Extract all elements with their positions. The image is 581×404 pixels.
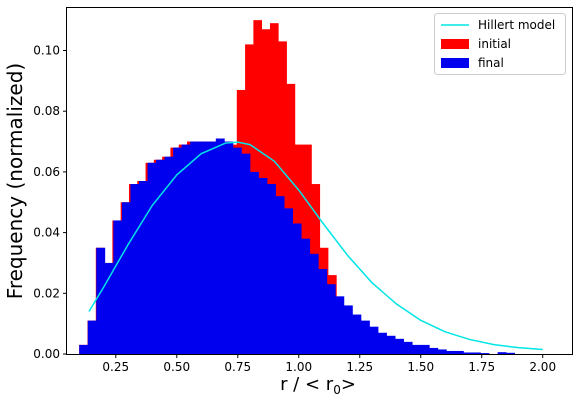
y-tick-label: 0.10	[33, 43, 60, 57]
final-bar	[292, 223, 302, 354]
final-bar	[198, 141, 208, 354]
final-bar	[352, 314, 362, 354]
final-bar	[395, 338, 405, 354]
x-tick-label: 1.25	[346, 360, 373, 374]
legend-label-initial: initial	[478, 37, 511, 51]
final-bar	[318, 269, 328, 354]
final-bar	[309, 253, 319, 354]
final-bar	[378, 332, 387, 354]
final-bar	[79, 344, 89, 354]
final-bar	[506, 352, 516, 354]
final-bar	[454, 350, 464, 354]
final-bar	[224, 141, 234, 354]
final-bar	[215, 138, 225, 354]
final-bar	[386, 335, 396, 354]
final-bar	[437, 349, 447, 354]
x-tick-label: 0.50	[163, 360, 190, 374]
y-tick-label: 0.00	[33, 347, 60, 361]
final-bar	[429, 347, 439, 354]
final-bar	[104, 262, 114, 354]
final-bar	[113, 220, 123, 354]
legend-label-hillert-model: Hillert model	[478, 18, 555, 32]
x-axis-label-end: >	[341, 374, 356, 395]
y-axis-label: Frequency (normalized)	[3, 63, 27, 299]
final-bar	[343, 305, 353, 354]
final-bar	[138, 181, 148, 354]
final-bar	[181, 144, 191, 354]
legend-swatch-final	[441, 58, 469, 68]
final-bar	[232, 147, 242, 354]
y-tick-label: 0.08	[33, 104, 60, 118]
x-axis-label: r / < r0>	[280, 374, 356, 397]
final-bar	[130, 184, 140, 354]
x-tick-label: 1.50	[407, 360, 434, 374]
final-bar	[267, 184, 276, 354]
final-bar	[471, 352, 481, 354]
final-bar	[147, 162, 157, 354]
final-bar	[335, 296, 345, 354]
legend-swatch-initial	[441, 39, 469, 49]
final-bar	[249, 171, 259, 354]
final-bar	[164, 156, 174, 354]
final-bar	[463, 352, 473, 354]
final-bar	[121, 202, 131, 354]
x-axis-label-sub: 0	[333, 383, 341, 397]
final-bar	[360, 320, 370, 354]
final-bar	[284, 208, 294, 354]
y-tick-label: 0.06	[33, 165, 60, 179]
final-bar	[446, 350, 456, 354]
final-bar	[369, 326, 379, 354]
y-tick-label: 0.02	[33, 286, 60, 300]
x-tick-label: 1.00	[285, 360, 312, 374]
final-bar	[412, 344, 422, 354]
y-tick-label: 0.04	[33, 226, 60, 240]
x-tick-label: 0.75	[224, 360, 251, 374]
final-bar	[258, 177, 268, 354]
final-bar	[173, 147, 183, 354]
final-bar	[190, 141, 200, 354]
final-bar	[87, 320, 97, 354]
final-bar	[497, 352, 507, 354]
final-bar	[326, 284, 336, 354]
legend: Hillert model initial final	[434, 13, 566, 75]
final-bar	[403, 341, 413, 354]
final-bar	[156, 159, 165, 354]
x-tick-label: 0.25	[102, 360, 129, 374]
final-bars	[79, 138, 516, 354]
legend-label-final: final	[478, 56, 504, 70]
final-bar	[420, 344, 430, 354]
final-bar	[96, 247, 106, 354]
final-bar	[207, 141, 217, 354]
x-tick-label: 1.75	[468, 360, 495, 374]
final-bar	[301, 238, 311, 354]
hillert-model-line	[88, 141, 543, 351]
final-bar	[275, 196, 285, 354]
axis-ticks: 0.25 0.50 0.75 1.00 1.25 1.50 1.75 2.00 0.00 0.02…	[33, 43, 556, 374]
x-tick-label: 2.00	[529, 360, 556, 374]
final-bar	[480, 353, 490, 354]
final-bar	[241, 153, 251, 354]
x-axis-label-main: r / < r	[280, 374, 334, 395]
plot-frame	[66, 7, 573, 355]
